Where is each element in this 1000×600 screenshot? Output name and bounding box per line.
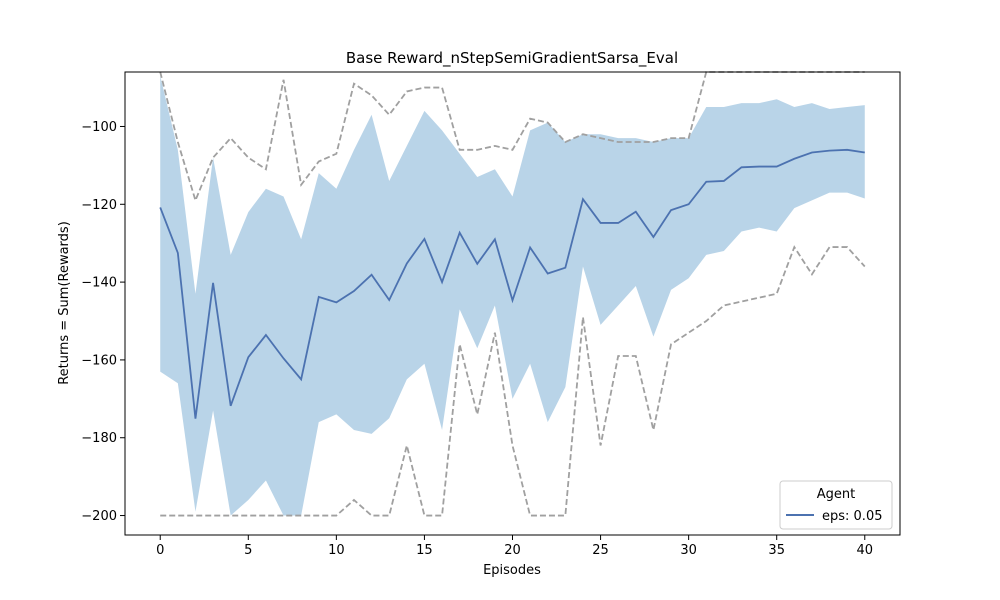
x-tick-label: 25 [592,543,609,558]
x-axis-ticks: 0 5 10 15 20 25 30 35 40 [156,535,873,558]
y-tick-label: −180 [81,431,117,446]
confidence-band-layer [160,75,865,516]
y-tick-label: −140 [81,276,117,291]
x-tick-label: 0 [156,543,164,558]
mean-line-layer [159,148,865,419]
legend-title: Agent [817,487,855,502]
x-tick-label: 20 [504,543,521,558]
legend: Agent eps: 0.05 [779,480,893,530]
x-tick-label: 15 [416,543,433,558]
x-tick-label: 40 [856,543,873,558]
x-tick-label: 35 [768,543,785,558]
x-axis-label: Episodes [483,563,541,578]
legend-box [779,480,893,530]
y-tick-label: −200 [81,509,117,524]
x-tick-label: 5 [244,543,252,558]
x-tick-label: 10 [328,543,345,558]
chart-title: Base Reward_nStepSemiGradientSarsa_Eval [346,49,678,68]
legend-entry-label: eps: 0.05 [822,509,882,524]
confidence-band [160,75,865,516]
y-tick-label: −120 [81,198,117,213]
x-tick-label: 30 [680,543,697,558]
min-line [160,245,866,517]
y-tick-label: −160 [81,353,117,368]
y-axis-ticks: −200 −180 −160 −140 −120 −100 [81,120,125,524]
mean-line [159,148,865,419]
y-tick-label: −100 [81,120,117,135]
y-axis-label: Returns = Sum(Rewards) [57,221,72,385]
